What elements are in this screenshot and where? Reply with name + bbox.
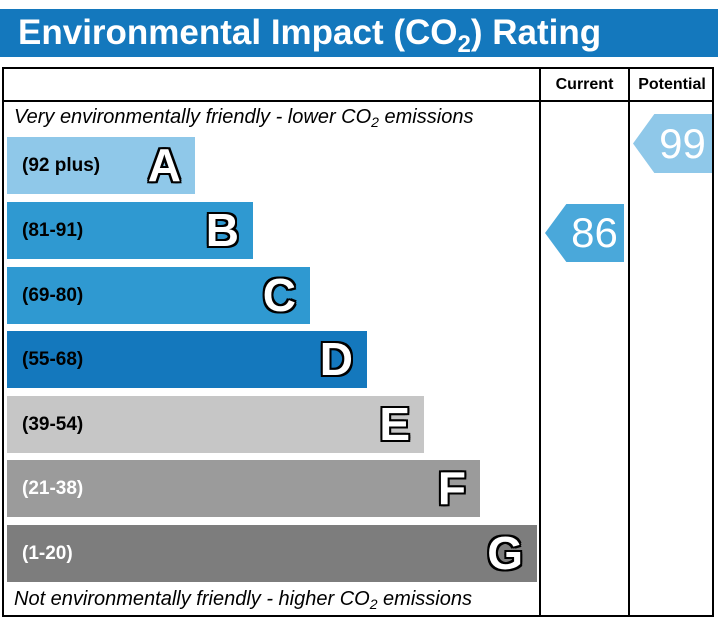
band-range-label: (1-20): [22, 542, 73, 564]
rating-band-a: (92 plus) A: [7, 137, 195, 194]
rating-band-f: (21-38) F: [7, 460, 480, 517]
band-letter: E: [379, 398, 410, 450]
band-range-label: (92 plus): [22, 154, 101, 176]
band-range-label: (21-38): [22, 477, 84, 499]
bottom-note: Not environmentally friendly - higher CO…: [14, 588, 472, 612]
band-range-label: (55-68): [22, 348, 84, 370]
band-letter: C: [262, 269, 296, 321]
potential-rating-value: 99: [659, 119, 706, 167]
band-letter: A: [147, 139, 181, 191]
band-letter: G: [487, 527, 523, 579]
band-letter: D: [319, 333, 353, 385]
page-title: Environmental Impact (CO2) Rating: [18, 13, 602, 58]
header-row-divider: [2, 100, 714, 102]
rating-band-e: (39-54) E: [7, 396, 424, 453]
rating-band-d: (55-68) D: [7, 331, 367, 388]
rating-band-b: (81-91) B: [7, 202, 253, 259]
potential-column-divider: [628, 67, 630, 617]
current-rating-value: 86: [571, 209, 618, 256]
band-letter: B: [205, 204, 239, 256]
rating-band-c: (69-80) C: [7, 267, 310, 324]
current-column-divider: [539, 67, 541, 617]
chart-title-bar: Environmental Impact (CO2) Rating: [0, 9, 718, 58]
top-note: Very environmentally friendly - lower CO…: [14, 106, 474, 130]
band-letter: F: [437, 462, 466, 514]
band-range-label: (81-91): [22, 219, 84, 241]
potential-rating-arrow: 99: [633, 114, 712, 173]
rating-band-g: (1-20) G: [7, 525, 537, 582]
current-column-header: Current: [555, 75, 614, 93]
band-range-label: (69-80): [22, 284, 84, 306]
band-range-label: (39-54): [22, 413, 84, 435]
potential-column-header: Potential: [638, 75, 706, 93]
